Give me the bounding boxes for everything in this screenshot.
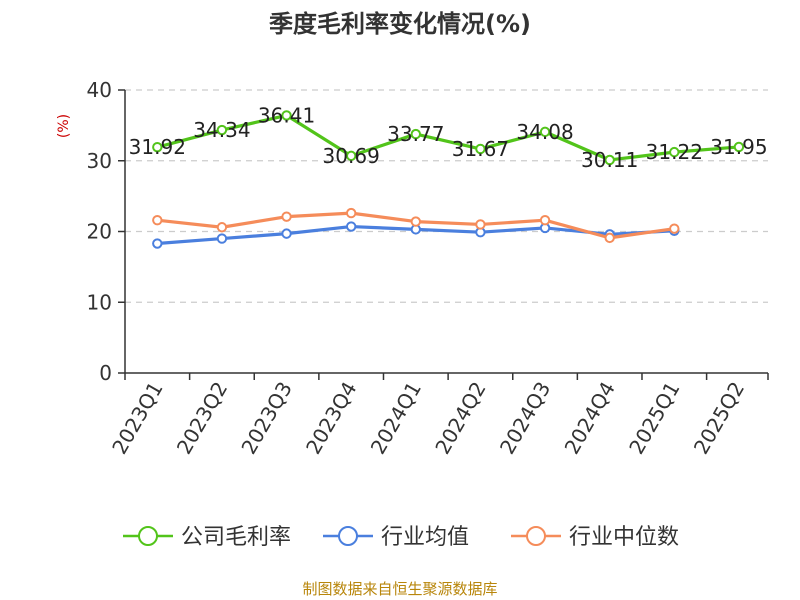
y-tick-label: 0: [99, 361, 112, 385]
data-point: [345, 150, 357, 162]
x-tick-label: 2023Q3: [236, 378, 296, 459]
data-label: 34.08: [516, 120, 573, 144]
data-point: [669, 223, 680, 234]
x-tick-label: 2024Q3: [495, 378, 555, 459]
data-label: 36.41: [258, 103, 315, 127]
x-tick-label: 2023Q2: [172, 378, 232, 459]
data-point: [281, 228, 292, 239]
data-point: [152, 214, 163, 226]
data-point: [281, 211, 292, 222]
x-tick-label: 2023Q1: [107, 378, 167, 459]
data-point: [669, 146, 680, 158]
x-tick-label: 2025Q2: [689, 378, 749, 459]
legend-swatch-marker: [526, 526, 546, 546]
x-tick-label: 2023Q4: [301, 378, 361, 459]
data-label: 30.69: [323, 144, 380, 168]
x-tick-label: 2024Q1: [366, 378, 426, 459]
data-point: [216, 233, 228, 244]
y-tick-label: 20: [87, 220, 112, 244]
data-point: [216, 124, 228, 136]
data-label: 33.77: [387, 122, 444, 146]
data-label: 31.22: [646, 140, 703, 164]
legend-swatch-marker: [138, 526, 158, 546]
data-point: [539, 214, 551, 226]
y-tick-label: 30: [87, 149, 112, 173]
data-point: [604, 232, 615, 244]
data-point: [475, 143, 486, 155]
data-labels: 31.92 34.34 36.41 30.69 33.77 31.67 34.08 30.11…: [129, 103, 768, 172]
series-line: [156, 113, 740, 162]
series-lines: [152, 110, 745, 249]
data-label: 30.11: [581, 148, 638, 172]
data-point: [410, 128, 422, 140]
legend-item: 公司毛利率: [123, 525, 291, 550]
legend-label: 行业中位数: [569, 525, 679, 550]
data-point: [345, 221, 357, 232]
series-0: [152, 110, 745, 166]
legend-label: 公司毛利率: [181, 525, 291, 550]
data-label: 31.95: [710, 135, 767, 159]
legend-item: 行业中位数: [511, 525, 679, 550]
legend-item: 行业均值: [323, 525, 469, 550]
data-point: [410, 216, 422, 227]
x-tick-label: 2025Q1: [624, 378, 684, 459]
data-point: [475, 219, 486, 230]
series-2: [152, 207, 680, 244]
data-point: [539, 126, 551, 138]
data-point: [345, 207, 357, 219]
chart-title: 季度毛利率变化情况(%): [269, 10, 531, 38]
data-label: 31.67: [452, 137, 509, 161]
x-tick-label: 2024Q4: [560, 378, 620, 459]
y-tick-label: 10: [87, 290, 112, 314]
data-point: [281, 110, 292, 121]
data-label: 34.34: [193, 118, 250, 142]
y-axis-unit: (%): [56, 114, 72, 138]
legend-label: 行业均值: [381, 525, 469, 550]
data-point: [216, 222, 228, 233]
data-label: 31.92: [129, 135, 186, 159]
y-tick-label: 40: [87, 78, 112, 102]
data-point: [733, 141, 745, 153]
legend: 公司毛利率 行业均值 行业中位数: [123, 525, 679, 550]
data-point: [152, 238, 163, 249]
legend-swatch-marker: [338, 526, 358, 546]
x-tick-label: 2024Q2: [430, 378, 490, 459]
data-point: [152, 141, 163, 153]
source-note: 制图数据来自恒生聚源数据库: [302, 580, 497, 598]
data-point: [604, 154, 615, 166]
